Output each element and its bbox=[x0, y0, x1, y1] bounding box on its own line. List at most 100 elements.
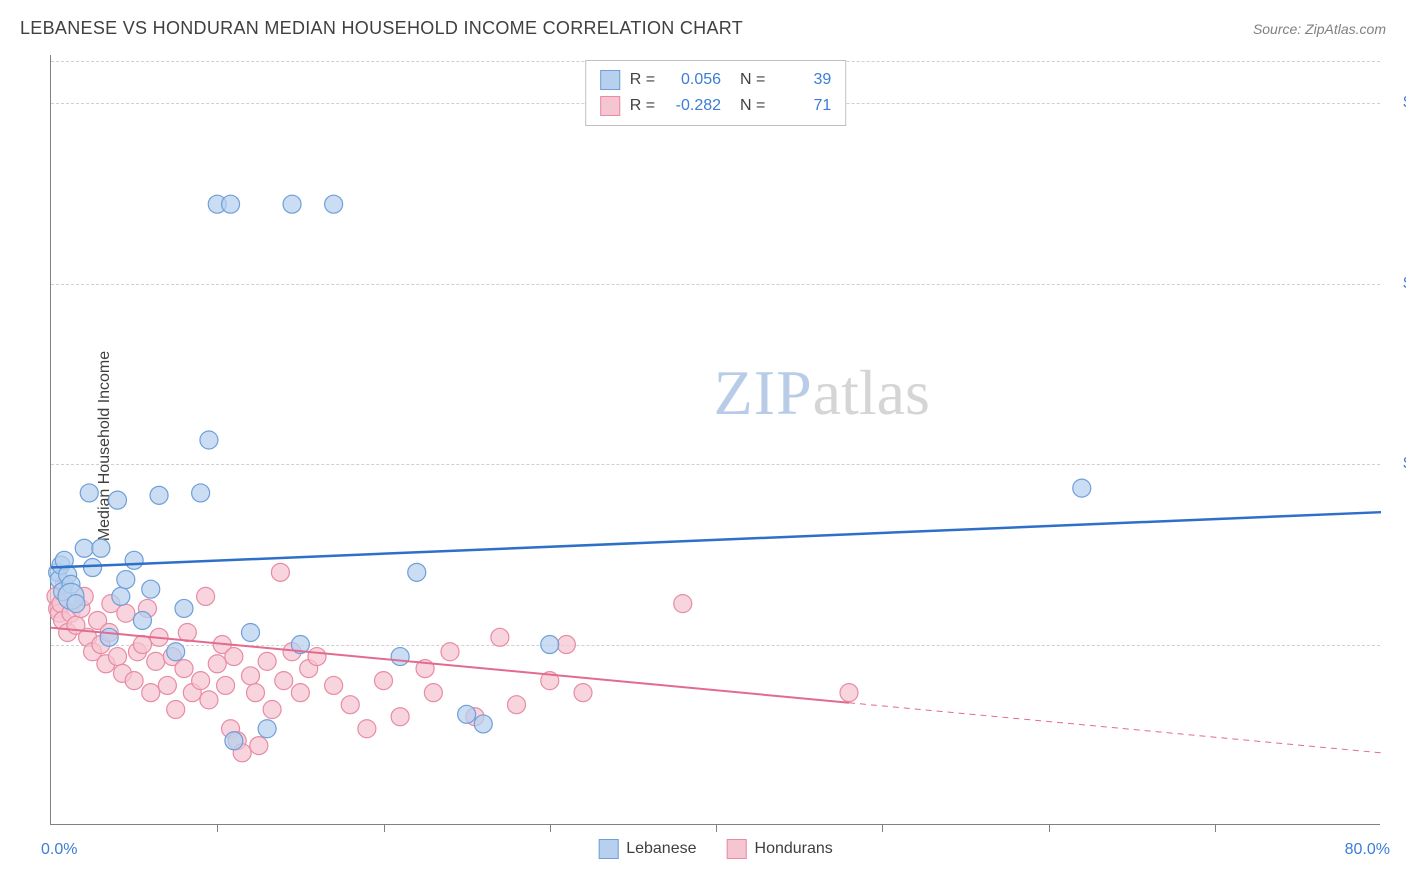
scatter-point bbox=[441, 643, 459, 661]
scatter-point bbox=[109, 648, 127, 666]
scatter-point bbox=[67, 595, 85, 613]
swatch-hondurans bbox=[600, 96, 620, 116]
scatter-point bbox=[391, 648, 409, 666]
y-tick-label: $225,000 bbox=[1390, 275, 1406, 293]
x-tick bbox=[1049, 824, 1050, 832]
scatter-point bbox=[250, 737, 268, 755]
fit-line-dashed bbox=[849, 703, 1381, 753]
r-value-lebanese: 0.056 bbox=[665, 67, 721, 93]
scatter-point bbox=[142, 684, 160, 702]
legend-item-lebanese: Lebanese bbox=[598, 839, 696, 859]
n-label: N = bbox=[731, 67, 765, 93]
scatter-point bbox=[474, 715, 492, 733]
scatter-point bbox=[1073, 479, 1091, 497]
source-label: Source: ZipAtlas.com bbox=[1253, 21, 1386, 37]
scatter-point bbox=[133, 636, 151, 654]
scatter-point bbox=[242, 624, 260, 642]
scatter-point bbox=[75, 539, 93, 557]
scatter-point bbox=[197, 587, 215, 605]
scatter-point bbox=[217, 676, 235, 694]
scatter-point bbox=[133, 611, 151, 629]
stats-row-lebanese: R = 0.056 N = 39 bbox=[600, 67, 832, 93]
scatter-point bbox=[271, 563, 289, 581]
scatter-point bbox=[150, 486, 168, 504]
scatter-point bbox=[175, 660, 193, 678]
bottom-legend: Lebanese Hondurans bbox=[598, 839, 833, 859]
scatter-point bbox=[142, 580, 160, 598]
stats-legend: R = 0.056 N = 39 R = -0.282 N = 71 bbox=[585, 60, 847, 126]
scatter-point bbox=[92, 539, 110, 557]
y-tick-label: $300,000 bbox=[1390, 94, 1406, 112]
scatter-point bbox=[192, 484, 210, 502]
y-tick-label: $150,000 bbox=[1390, 455, 1406, 473]
legend-item-hondurans: Hondurans bbox=[727, 839, 833, 859]
swatch-hondurans-icon bbox=[727, 839, 747, 859]
scatter-point bbox=[291, 684, 309, 702]
scatter-point bbox=[341, 696, 359, 714]
r-label: R = bbox=[630, 67, 655, 93]
scatter-point bbox=[358, 720, 376, 738]
scatter-point bbox=[225, 732, 243, 750]
scatter-point bbox=[80, 484, 98, 502]
scatter-point bbox=[308, 648, 326, 666]
scatter-point bbox=[375, 672, 393, 690]
scatter-point bbox=[100, 628, 118, 646]
scatter-point bbox=[208, 655, 226, 673]
scatter-point bbox=[263, 701, 281, 719]
scatter-point bbox=[225, 648, 243, 666]
stats-row-hondurans: R = -0.282 N = 71 bbox=[600, 93, 832, 119]
legend-hondurans-label: Hondurans bbox=[755, 840, 833, 858]
scatter-point bbox=[117, 571, 135, 589]
scatter-point bbox=[222, 195, 240, 213]
scatter-point bbox=[192, 672, 210, 690]
r-label: R = bbox=[630, 93, 655, 119]
scatter-point bbox=[424, 684, 442, 702]
scatter-point bbox=[175, 599, 193, 617]
scatter-point bbox=[508, 696, 526, 714]
x-tick bbox=[716, 824, 717, 832]
scatter-point bbox=[258, 652, 276, 670]
scatter-point bbox=[147, 652, 165, 670]
scatter-point bbox=[200, 431, 218, 449]
x-max-label: 80.0% bbox=[1345, 841, 1390, 859]
scatter-point bbox=[283, 195, 301, 213]
scatter-point bbox=[84, 559, 102, 577]
scatter-point bbox=[275, 672, 293, 690]
scatter-point bbox=[200, 691, 218, 709]
scatter-point bbox=[325, 676, 343, 694]
legend-lebanese-label: Lebanese bbox=[626, 840, 696, 858]
scatter-point bbox=[408, 563, 426, 581]
scatter-point bbox=[246, 684, 264, 702]
scatter-point bbox=[125, 551, 143, 569]
scatter-point bbox=[258, 720, 276, 738]
scatter-point bbox=[674, 595, 692, 613]
scatter-point bbox=[167, 643, 185, 661]
x-tick bbox=[882, 824, 883, 832]
x-tick bbox=[384, 824, 385, 832]
chart-title: LEBANESE VS HONDURAN MEDIAN HOUSEHOLD IN… bbox=[20, 18, 743, 39]
scatter-point bbox=[125, 672, 143, 690]
swatch-lebanese-icon bbox=[598, 839, 618, 859]
plot-area: ZIPatlas $75,000$150,000$225,000$300,000… bbox=[50, 55, 1380, 825]
scatter-point bbox=[574, 684, 592, 702]
r-value-hondurans: -0.282 bbox=[665, 93, 721, 119]
scatter-point bbox=[112, 587, 130, 605]
scatter-point bbox=[117, 604, 135, 622]
y-tick-label: $75,000 bbox=[1390, 636, 1406, 654]
chart-svg bbox=[51, 55, 1380, 824]
scatter-point bbox=[840, 684, 858, 702]
n-value-lebanese: 39 bbox=[775, 67, 831, 93]
x-tick bbox=[217, 824, 218, 832]
scatter-point bbox=[178, 624, 196, 642]
n-label: N = bbox=[731, 93, 765, 119]
scatter-point bbox=[167, 701, 185, 719]
x-tick bbox=[1215, 824, 1216, 832]
scatter-point bbox=[557, 636, 575, 654]
scatter-point bbox=[158, 676, 176, 694]
scatter-point bbox=[391, 708, 409, 726]
scatter-point bbox=[242, 667, 260, 685]
n-value-hondurans: 71 bbox=[775, 93, 831, 119]
scatter-point bbox=[109, 491, 127, 509]
scatter-point bbox=[325, 195, 343, 213]
scatter-point bbox=[541, 636, 559, 654]
